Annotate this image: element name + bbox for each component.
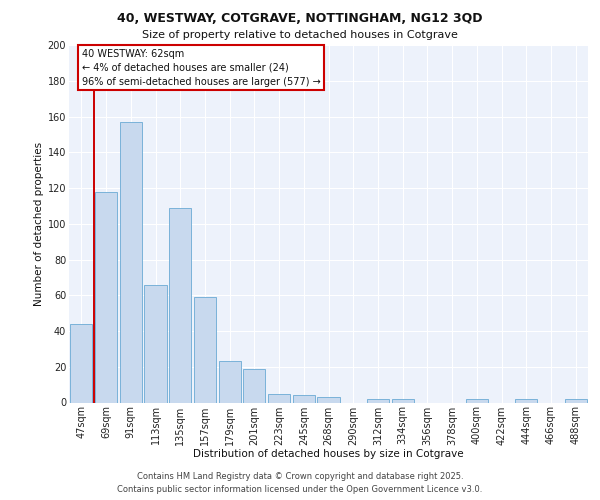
Y-axis label: Number of detached properties: Number of detached properties: [34, 142, 44, 306]
Bar: [293, 396, 315, 402]
Bar: [145, 284, 167, 403]
Bar: [95, 192, 117, 402]
Bar: [218, 362, 241, 403]
Bar: [268, 394, 290, 402]
Bar: [515, 399, 538, 402]
Bar: [392, 399, 414, 402]
Bar: [70, 324, 92, 402]
Text: 40 WESTWAY: 62sqm
← 4% of detached houses are smaller (24)
96% of semi-detached : 40 WESTWAY: 62sqm ← 4% of detached house…: [82, 48, 320, 86]
X-axis label: Distribution of detached houses by size in Cotgrave: Distribution of detached houses by size …: [193, 449, 464, 459]
Text: Size of property relative to detached houses in Cotgrave: Size of property relative to detached ho…: [142, 30, 458, 40]
Text: Contains HM Land Registry data © Crown copyright and database right 2025.
Contai: Contains HM Land Registry data © Crown c…: [118, 472, 482, 494]
Bar: [466, 399, 488, 402]
Bar: [367, 399, 389, 402]
Bar: [317, 397, 340, 402]
Bar: [243, 368, 265, 402]
Bar: [169, 208, 191, 402]
Bar: [194, 297, 216, 403]
Text: 40, WESTWAY, COTGRAVE, NOTTINGHAM, NG12 3QD: 40, WESTWAY, COTGRAVE, NOTTINGHAM, NG12 …: [117, 12, 483, 26]
Bar: [119, 122, 142, 402]
Bar: [565, 399, 587, 402]
